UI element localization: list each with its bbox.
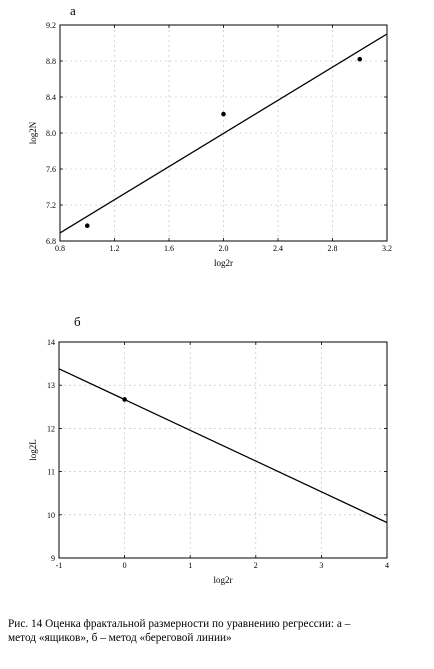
- chart-a-data-point: [84, 223, 90, 228]
- chart-b-x-tick-label: -1: [56, 561, 63, 570]
- chart-a: а 0.8 1.2 1.6 2.0 2.4 2.8 3.2 6.8 7.2 7.6 8.0 8.4 8.8…: [28, 3, 392, 268]
- chart-a-y-tick-label: 8.8: [46, 57, 56, 66]
- chart-a-y-tick-label: 9.2: [46, 21, 56, 30]
- chart-a-panel-letter: а: [70, 3, 76, 18]
- chart-b-x-tick-label: 0: [123, 561, 127, 570]
- chart-b-x-tick-label: 1: [188, 561, 192, 570]
- caption-line-1: Рис. 14 Оценка фрактальной размерности п…: [8, 618, 351, 630]
- chart-a-y-tick-label: 7.2: [46, 201, 56, 210]
- chart-a-y-axis-label: log2N: [28, 121, 38, 144]
- figure-caption: Рис. 14 Оценка фрактальной размерности п…: [8, 617, 428, 645]
- chart-b-panel-letter: б: [74, 314, 81, 329]
- chart-a-x-tick-label: 2.8: [328, 244, 338, 253]
- chart-a-y-tick-label: 7.6: [46, 165, 56, 174]
- chart-a-x-tick-label: 1.2: [110, 244, 120, 253]
- chart-a-x-tick-label: 2.0: [219, 244, 229, 253]
- chart-b-y-tick-label: 14: [47, 338, 55, 347]
- chart-a-x-tick-label: 3.2: [382, 244, 392, 253]
- chart-b-data-point: [122, 397, 127, 402]
- chart-a-x-tick-label: 2.4: [273, 244, 283, 253]
- chart-a-x-axis-label: log2r: [214, 258, 233, 268]
- chart-b-y-tick-label: 12: [47, 424, 55, 433]
- chart-a-x-tick-label: 1.6: [164, 244, 174, 253]
- chart-a-y-tick-label: 6.8: [46, 237, 56, 246]
- chart-b-x-axis-label: log2r: [214, 575, 233, 585]
- chart-b-y-tick-label: 10: [47, 511, 55, 520]
- chart-b-y-tick-label: 11: [47, 468, 55, 477]
- chart-a-regression-line: [59, 33, 388, 234]
- chart-b-regression-line: [58, 368, 388, 524]
- chart-a-y-tick-label: 8.0: [46, 129, 56, 138]
- chart-b-plot-frame: [58, 341, 388, 559]
- chart-b-x-tick-label: 4: [385, 561, 389, 570]
- chart-b-x-tick-label: 2: [254, 561, 258, 570]
- chart-b-y-tick-label: 13: [47, 381, 55, 390]
- chart-b-y-tick-label: 9: [51, 554, 55, 563]
- chart-b-x-tick-label: 3: [319, 561, 323, 570]
- chart-b-y-axis-label: log2L: [28, 439, 38, 461]
- chart-a-data-point: [357, 56, 363, 62]
- caption-line-2: метод «ящиков», б – метод «береговой лин…: [8, 632, 232, 644]
- chart-a-plot-frame: [59, 24, 388, 242]
- chart-a-x-tick-label: 0.8: [55, 244, 65, 253]
- chart-a-y-tick-label: 8.4: [46, 93, 56, 102]
- chart-a-data-point: [221, 111, 226, 117]
